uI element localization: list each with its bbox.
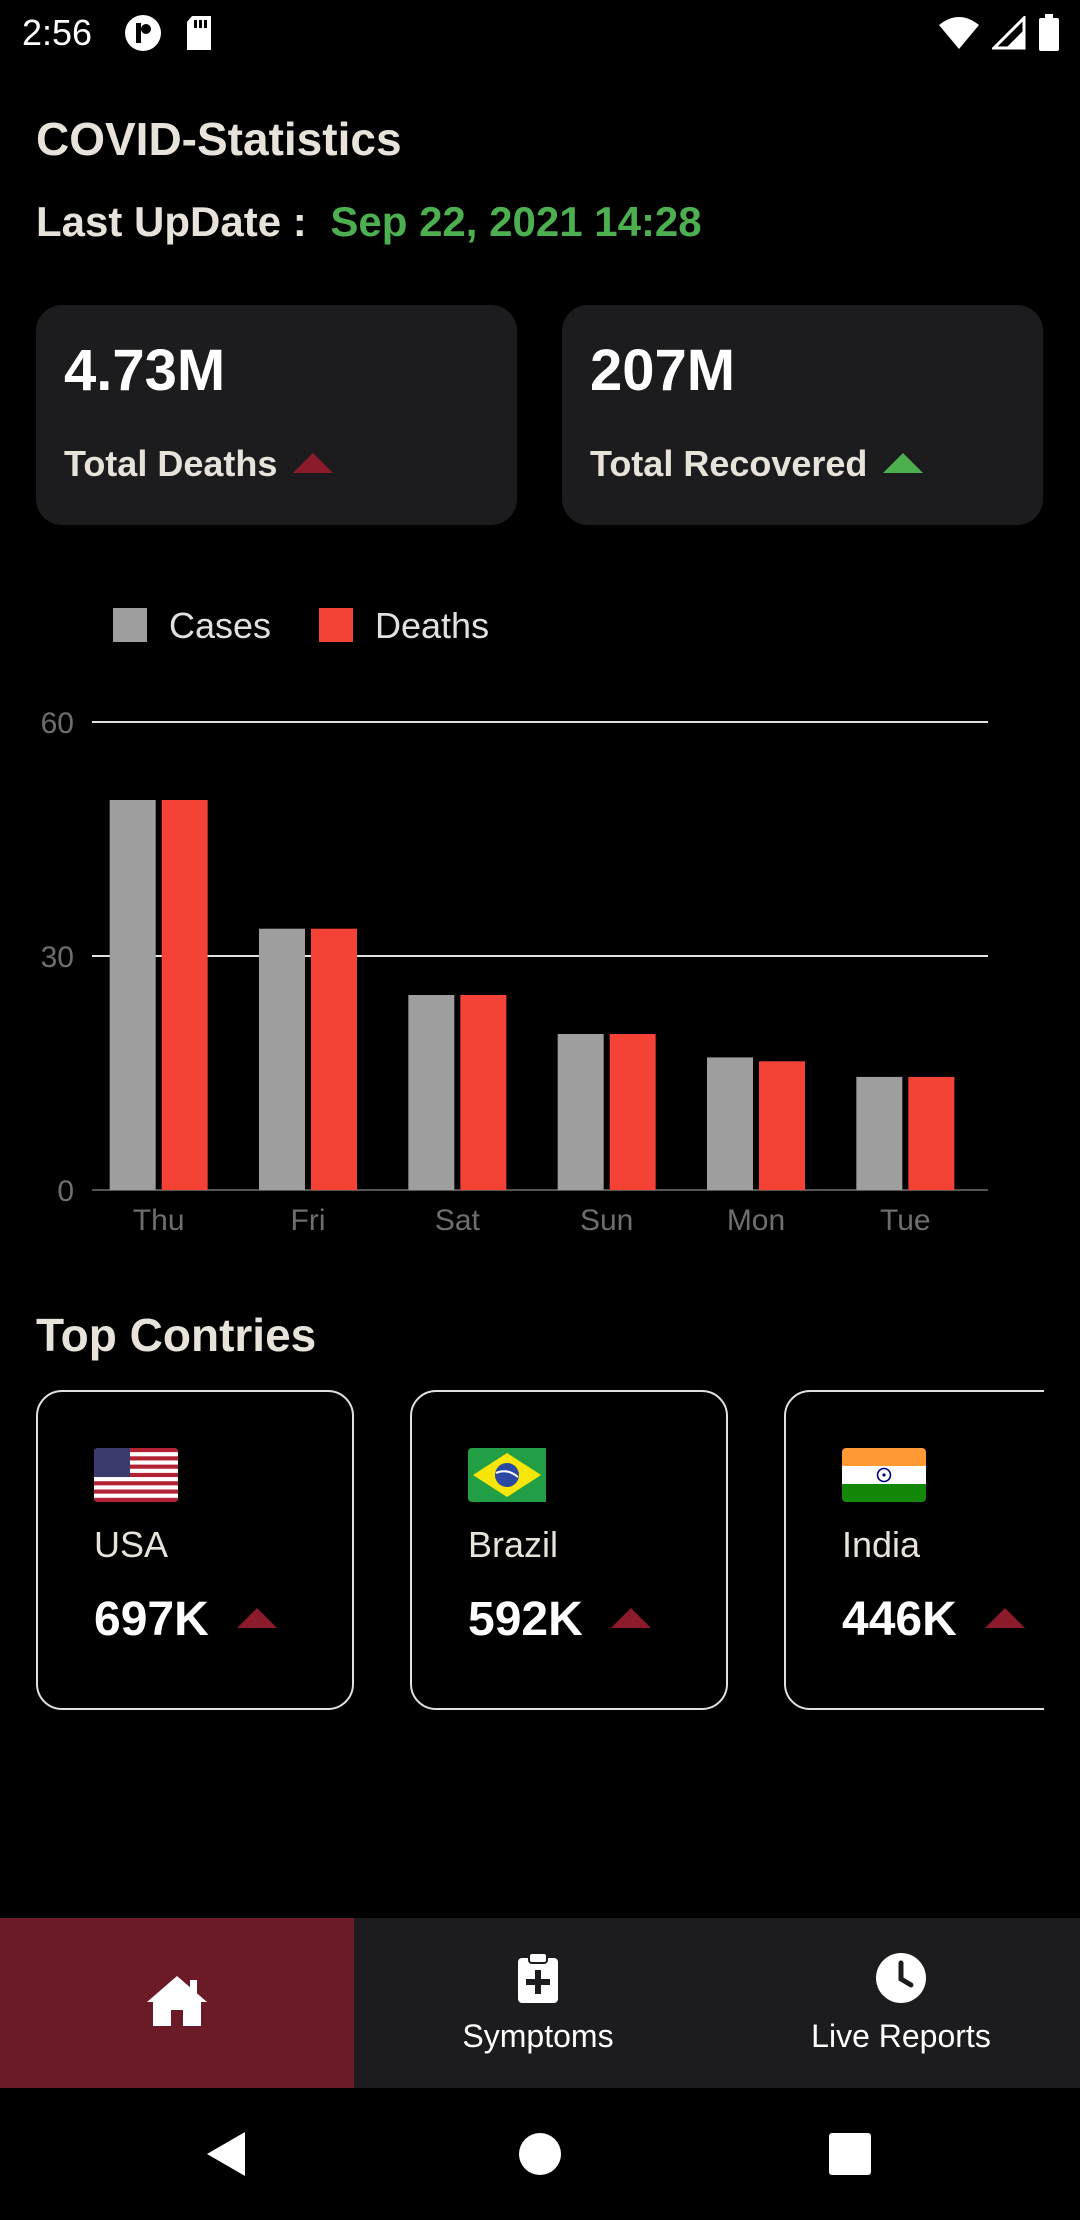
top-countries-list[interactable]: USA 697K Brazil 592K — [36, 1390, 1044, 1712]
country-card-brazil[interactable]: Brazil 592K — [410, 1390, 728, 1710]
india-flag-icon — [842, 1448, 926, 1502]
y-tick-label: 30 — [41, 941, 74, 974]
country-value: 697K — [94, 1593, 209, 1646]
x-tick-label: Mon — [727, 1204, 785, 1237]
home-icon — [145, 1972, 209, 2033]
country-name: Brazil — [468, 1524, 559, 1565]
battery-icon — [1038, 14, 1060, 57]
trend-up-icon — [610, 1606, 651, 1633]
bar-deaths — [908, 1076, 955, 1190]
notification-app-icon — [124, 14, 162, 57]
top-countries-title: Top Contries — [36, 1309, 317, 1361]
country-name: India — [842, 1524, 921, 1565]
sd-card-icon — [184, 14, 214, 57]
page-title: COVID-Statistics — [36, 113, 402, 165]
home-circle-icon[interactable] — [518, 2132, 562, 2181]
trend-up-icon — [984, 1606, 1025, 1633]
legend-swatch — [113, 608, 147, 642]
bar-deaths — [609, 1034, 656, 1190]
trend-up-icon — [293, 451, 334, 478]
last-update-label: Last UpDate : — [36, 198, 307, 245]
legend-label: Deaths — [375, 605, 489, 646]
country-card-usa[interactable]: USA 697K — [36, 1390, 354, 1710]
y-tick-label: 0 — [57, 1175, 74, 1208]
bar-cases — [408, 995, 455, 1190]
x-tick-label: Tue — [880, 1204, 931, 1237]
country-name: USA — [94, 1524, 169, 1565]
wifi-icon — [938, 16, 980, 55]
country-value: 592K — [468, 1593, 583, 1646]
trend-up-icon — [236, 1606, 277, 1633]
total-deaths-value: 4.73M — [64, 338, 226, 403]
clock-icon — [875, 1952, 927, 2009]
clipboard-plus-icon — [517, 1952, 559, 2009]
bar-deaths — [759, 1061, 805, 1190]
nav-symptoms-label: Symptoms — [462, 2018, 614, 2054]
bar-cases — [707, 1057, 753, 1190]
legend-label: Cases — [169, 605, 271, 646]
country-card-india[interactable]: India 446K — [784, 1390, 1044, 1710]
total-recovered-value: 207M — [590, 338, 736, 403]
back-icon[interactable] — [205, 2130, 247, 2183]
bottom-nav: Symptoms Live Reports — [0, 1918, 1080, 2088]
bar-cases — [259, 928, 305, 1190]
nav-live-reports-label: Live Reports — [811, 2018, 991, 2054]
last-update: Last UpDate : Sep 22, 2021 14:28 — [36, 198, 702, 246]
brazil-flag-icon — [468, 1448, 552, 1502]
nav-live-reports[interactable]: Live Reports — [722, 1918, 1080, 2088]
cell-signal-icon — [990, 14, 1026, 55]
nav-home[interactable] — [0, 1918, 354, 2088]
status-time: 2:56 — [22, 12, 93, 53]
total-deaths-label: Total Deaths — [64, 443, 278, 484]
legend-swatch — [319, 608, 353, 642]
nav-symptoms[interactable]: Symptoms — [354, 1918, 722, 2088]
bar-deaths — [460, 995, 507, 1190]
bar-deaths — [161, 800, 208, 1190]
x-tick-label: Fri — [291, 1204, 326, 1237]
bar-cases — [109, 800, 156, 1190]
total-deaths-card: 4.73M Total Deaths — [36, 305, 517, 525]
system-nav-bar — [0, 2088, 1080, 2220]
bar-deaths — [311, 928, 357, 1190]
x-tick-label: Sun — [580, 1204, 633, 1237]
chart-svg: Cases Deaths 0 30 60 Thu Fri Sat Sun Mon Tue — [41, 605, 988, 1237]
y-tick-label: 60 — [41, 707, 74, 740]
country-value: 446K — [842, 1593, 957, 1646]
recents-icon[interactable] — [828, 2132, 872, 2181]
trend-up-icon — [883, 451, 924, 478]
usa-flag-icon — [94, 1448, 178, 1502]
bar-chart: Cases Deaths 0 30 60 Thu Fri Sat Sun Mon Tue — [0, 590, 1080, 1250]
total-recovered-label: Total Recovered — [590, 443, 868, 484]
status-bar: 2:56 — [0, 0, 1080, 66]
bar-cases — [856, 1076, 903, 1190]
x-tick-label: Thu — [133, 1204, 185, 1237]
x-tick-label: Sat — [435, 1204, 481, 1237]
total-recovered-card: 207M Total Recovered — [562, 305, 1043, 525]
last-update-value: Sep 22, 2021 14:28 — [330, 198, 702, 245]
bar-cases — [557, 1034, 604, 1190]
